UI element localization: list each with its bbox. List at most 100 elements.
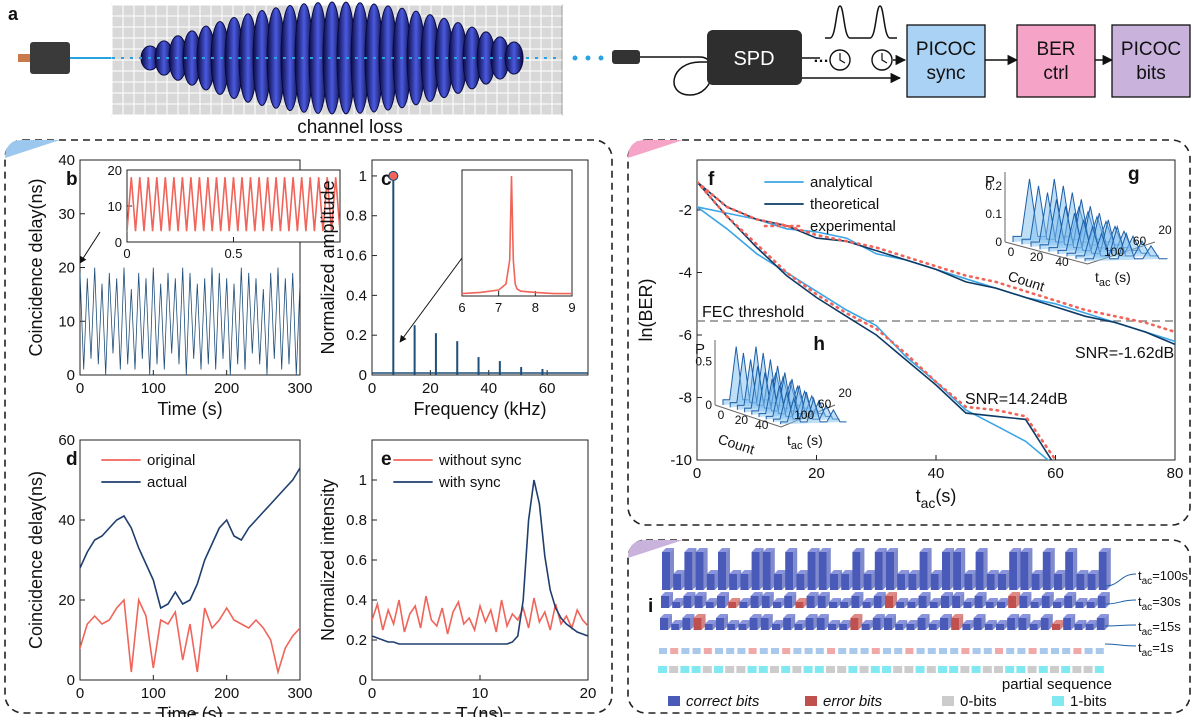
bit-bar xyxy=(849,570,854,590)
bit-bar xyxy=(940,618,948,630)
bit-bar xyxy=(981,614,986,630)
bit-bar xyxy=(1065,552,1074,590)
legend-label: actual xyxy=(147,474,187,491)
bit-bar xyxy=(941,596,949,608)
bit-bar xyxy=(694,596,703,608)
bit-bar xyxy=(1076,574,1085,590)
legend-label: 1-bits xyxy=(1070,693,1107,710)
bit-bar xyxy=(706,574,715,590)
bit-bar xyxy=(679,620,684,630)
y-tick-label: 60 xyxy=(818,397,832,411)
panel-label: d xyxy=(66,449,78,470)
bit-bar xyxy=(691,592,696,608)
bit-bar xyxy=(881,592,886,608)
bit-bar xyxy=(724,614,728,630)
bit-square xyxy=(1051,648,1059,654)
bit-bar xyxy=(858,614,863,630)
bit-bar xyxy=(830,574,838,590)
bit-square xyxy=(1084,648,1093,654)
x-tick-label: 20 xyxy=(580,685,597,702)
process-label: PICOC xyxy=(916,39,976,60)
y-tick-label: -8 xyxy=(679,390,692,407)
legend-label: without sync xyxy=(438,452,522,469)
row-label: tac=30s xyxy=(1138,594,1181,613)
x-tick-label: 40 xyxy=(1055,255,1069,269)
bit-bar xyxy=(669,592,673,608)
bit-bar xyxy=(1026,614,1031,630)
process-box xyxy=(1111,24,1191,98)
bit-bar xyxy=(792,592,797,608)
row-connector xyxy=(1104,599,1137,605)
x-tick-label: 0 xyxy=(693,465,701,482)
bit-square xyxy=(838,648,847,654)
panel-corner xyxy=(628,540,683,558)
bit-bar xyxy=(796,574,805,590)
bit-square xyxy=(670,648,679,654)
bit-bar xyxy=(783,618,792,630)
bit-bar xyxy=(1040,618,1049,630)
bit-bar xyxy=(1048,614,1053,630)
bit-square xyxy=(759,648,768,654)
sequence-bit xyxy=(971,666,981,673)
bit-bar xyxy=(802,620,807,630)
bit-bar xyxy=(757,614,762,630)
bit-bar xyxy=(994,570,999,590)
plot-area xyxy=(372,479,588,645)
y-axis-label: Normalized amplitude xyxy=(318,180,338,354)
bit-bar xyxy=(762,552,771,590)
bit-bar xyxy=(1049,592,1054,608)
z-tick-label: 0 xyxy=(705,398,712,412)
bit-square xyxy=(972,648,981,654)
bit-bar xyxy=(894,548,898,590)
plot-area xyxy=(80,267,300,375)
dot xyxy=(585,55,591,61)
bit-bar xyxy=(917,618,926,630)
y-tick-label: 60 xyxy=(58,432,75,449)
bit-bar xyxy=(860,548,865,590)
legend-label: correct bits xyxy=(686,693,760,710)
bit-bar xyxy=(948,614,952,630)
row-label: tac=100s xyxy=(1138,568,1188,587)
bit-bar xyxy=(740,574,749,590)
y-tick-label: 20 xyxy=(1158,223,1172,237)
bit-bar xyxy=(903,620,908,630)
bit-bar xyxy=(882,548,887,590)
bit-bar xyxy=(692,548,697,590)
bit-bar xyxy=(1050,548,1055,590)
bit-bar xyxy=(930,574,939,590)
bit-bar xyxy=(758,592,763,608)
sequence-bit xyxy=(691,666,701,673)
y-tick-label: 0.4 xyxy=(346,592,367,609)
bit-bar xyxy=(671,624,680,630)
bit-bar xyxy=(918,596,927,608)
y-tick-label: 0.2 xyxy=(346,327,367,344)
bit-bar xyxy=(998,574,1006,590)
bit-bar xyxy=(670,548,674,590)
bit-square xyxy=(1006,648,1015,654)
bit-square xyxy=(748,648,757,654)
sequence-bit xyxy=(1016,666,1026,673)
bit-bar xyxy=(1086,602,1095,608)
y-tick-label: -10 xyxy=(670,452,692,469)
bit-bar xyxy=(695,552,704,590)
bit-bar xyxy=(1095,570,1100,590)
sequence-bit xyxy=(669,666,679,673)
bit-square xyxy=(1028,648,1037,654)
row-connector xyxy=(1104,624,1137,627)
x-tick-label: 9 xyxy=(568,300,575,315)
bit-bar xyxy=(862,602,871,608)
bit-bar xyxy=(892,614,896,630)
bit-bar xyxy=(780,620,784,630)
bit-bar xyxy=(936,620,941,630)
panel-label: c xyxy=(381,169,392,190)
sequence-bit xyxy=(747,666,757,673)
y-label-unit: (s) xyxy=(1115,269,1131,285)
z-axis-label: P xyxy=(985,173,995,190)
process-label: bits xyxy=(1136,63,1166,84)
bit-bar xyxy=(673,574,682,590)
bit-bar xyxy=(728,602,737,608)
y-tick-label: 0.8 xyxy=(346,208,367,225)
sequence-bit xyxy=(658,666,667,673)
row-value: =30s xyxy=(1152,594,1181,609)
